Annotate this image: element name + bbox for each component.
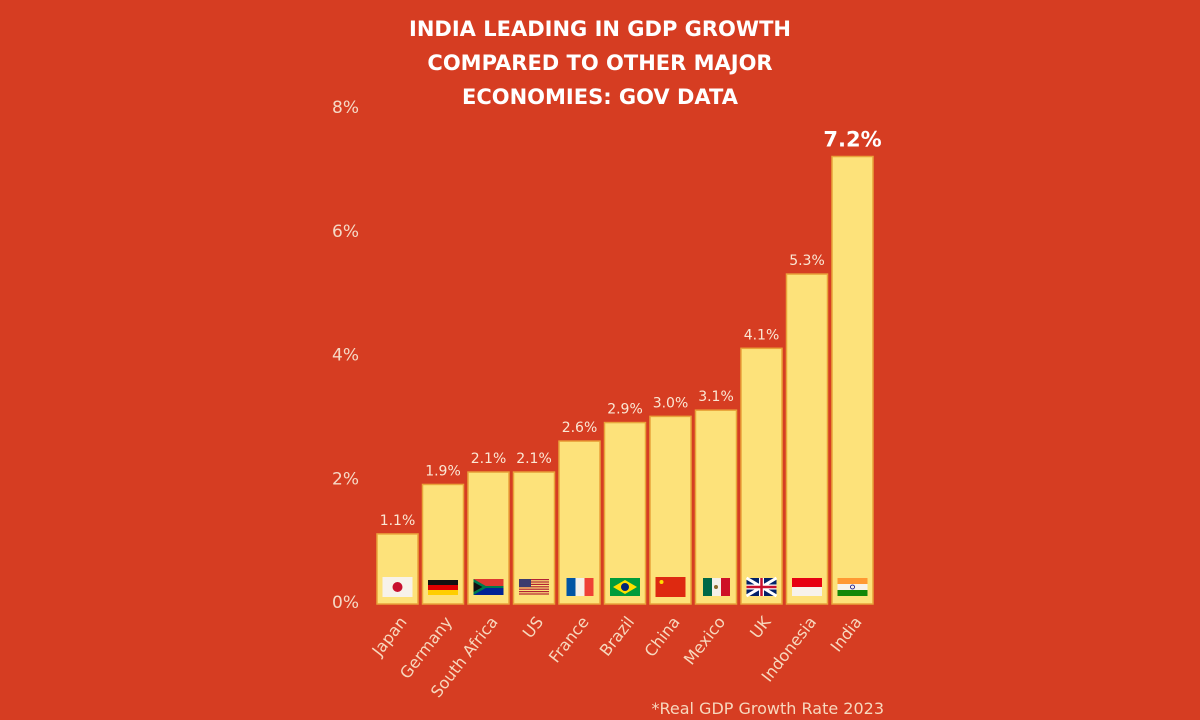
value-label: 3.0% (653, 395, 689, 411)
south-africa-flag-icon (473, 579, 504, 595)
category-label: US (519, 613, 547, 642)
value-label: 4.1% (744, 327, 780, 343)
value-label: 1.1% (380, 513, 416, 529)
value-label: 2.9% (607, 402, 643, 418)
japan-flag-icon (382, 577, 413, 597)
chart-title-line: INDIA LEADING IN GDP GROWTH (409, 17, 791, 41)
value-label: 1.9% (425, 463, 461, 479)
y-tick-label: 8% (332, 98, 359, 118)
category-label: Brazil (596, 613, 638, 660)
france-flag-icon (566, 578, 594, 596)
category-label: UK (746, 612, 775, 642)
value-label: 3.1% (698, 389, 734, 405)
us-flag-icon (519, 579, 549, 595)
indonesia-flag-icon (792, 578, 822, 596)
bar-china (649, 415, 692, 605)
bar-uk (740, 347, 783, 605)
footnote: *Real GDP Growth Rate 2023 (651, 699, 884, 718)
category-label: Japan (368, 613, 411, 661)
category-label: China (641, 613, 684, 661)
bar-france (558, 440, 601, 605)
y-tick-label: 4% (332, 346, 359, 366)
category-label: France (545, 613, 593, 667)
bar-mexico (694, 409, 738, 605)
bar-india (831, 155, 874, 605)
uk-flag-icon (745, 576, 778, 598)
y-tick-label: 0% (332, 593, 359, 613)
chart-title-line: ECONOMIES: GOV DATA (462, 85, 739, 109)
mexico-flag-icon (703, 578, 730, 596)
value-label: 7.2% (823, 128, 881, 152)
india-flag-icon (837, 578, 868, 596)
y-tick-label: 6% (332, 222, 359, 242)
chart-title-line: COMPARED TO OTHER MAJOR (427, 51, 772, 75)
value-label: 2.1% (471, 451, 507, 467)
germany-flag-icon (428, 580, 458, 595)
y-tick-label: 2% (332, 469, 359, 489)
value-label: 2.6% (562, 420, 598, 436)
value-label: 5.3% (789, 253, 825, 269)
value-label: 2.1% (516, 451, 552, 467)
category-label: India (827, 613, 866, 656)
category-label: Mexico (680, 613, 729, 669)
bar-indonesia (785, 273, 829, 605)
bar-brazil (603, 421, 647, 605)
china-flag-icon (655, 577, 686, 597)
brazil-flag-icon (610, 578, 640, 596)
